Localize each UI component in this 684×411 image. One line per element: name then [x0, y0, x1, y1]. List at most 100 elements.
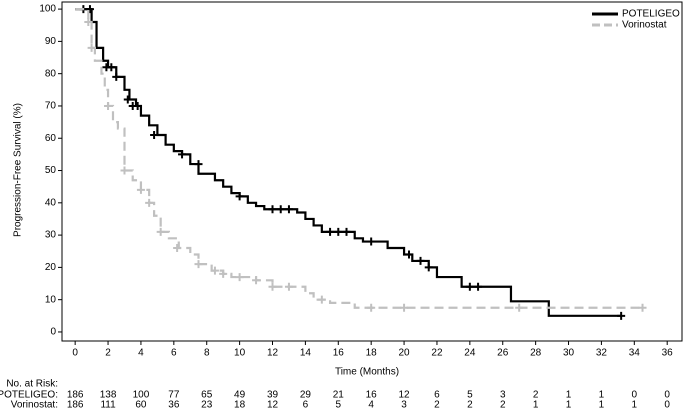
- x-tick-label: 14: [300, 348, 312, 359]
- at-risk-count: 5: [467, 390, 473, 401]
- survival-curve: [75, 8, 643, 309]
- censor-mark: [405, 250, 414, 259]
- censor-mark: [156, 227, 165, 236]
- at-risk-count: 0: [664, 390, 670, 401]
- censor-mark: [219, 269, 228, 278]
- y-tick-label: 0: [50, 327, 56, 338]
- at-risk-count: 16: [366, 390, 378, 401]
- censor-mark: [136, 185, 145, 194]
- x-tick-label: 30: [563, 348, 575, 359]
- at-risk-count: 18: [234, 400, 246, 411]
- censor-mark: [107, 63, 116, 72]
- at-risk-count: 3: [401, 400, 407, 411]
- censor-mark: [400, 303, 409, 312]
- censor-mark: [268, 205, 277, 214]
- at-risk-count: 2: [533, 390, 539, 401]
- y-tick-label: 100: [39, 4, 56, 15]
- x-axis-label: Time (Months): [335, 367, 399, 378]
- censor-mark: [235, 192, 244, 201]
- censor-mark: [133, 101, 142, 110]
- at-risk-count: 0: [632, 390, 638, 401]
- censor-mark: [515, 303, 524, 312]
- x-tick-label: 10: [234, 348, 246, 359]
- at-risk-count: 65: [201, 390, 213, 401]
- censor-mark: [123, 95, 132, 104]
- censor-mark: [474, 282, 483, 291]
- y-tick-label: 80: [45, 68, 57, 79]
- at-risk-count: 29: [300, 390, 312, 401]
- at-risk-count: 138: [100, 390, 117, 401]
- censor-mark: [334, 227, 343, 236]
- censor-mark: [85, 5, 94, 14]
- legend-label: POTELIGEO: [622, 9, 680, 20]
- censor-mark: [416, 256, 425, 265]
- x-tick-label: 24: [464, 348, 476, 359]
- plot-frame: [61, 1, 683, 342]
- x-tick-label: 28: [530, 348, 542, 359]
- censor-mark: [194, 160, 203, 169]
- at-risk-count: 111: [100, 400, 116, 411]
- censor-mark: [112, 72, 121, 81]
- y-tick-label: 20: [45, 262, 57, 273]
- y-tick-label: 10: [45, 294, 57, 305]
- x-tick-label: 34: [629, 348, 641, 359]
- at-risk-count: 6: [303, 400, 309, 411]
- censor-mark: [326, 227, 335, 236]
- x-tick-label: 32: [596, 348, 608, 359]
- y-tick-label: 40: [45, 197, 57, 208]
- censor-mark: [104, 101, 113, 110]
- censor-mark: [276, 205, 285, 214]
- x-tick-label: 2: [105, 348, 111, 359]
- censor-mark: [87, 43, 96, 52]
- at-risk-count: 3: [500, 390, 506, 401]
- x-tick-label: 22: [431, 348, 443, 359]
- at-risk-row-label: Vorinostat:: [11, 400, 58, 411]
- censor-mark: [252, 276, 261, 285]
- at-risk-count: 186: [67, 390, 84, 401]
- legend-label: Vorinostat: [622, 20, 667, 31]
- censor-mark: [150, 131, 159, 140]
- censor-mark: [235, 273, 244, 282]
- x-tick-label: 20: [399, 348, 411, 359]
- at-risk-row-label: POTELIGEO:: [0, 390, 58, 401]
- at-risk-count: 36: [168, 400, 180, 411]
- y-tick-label: 50: [45, 165, 57, 176]
- x-tick-label: 18: [366, 348, 378, 359]
- censor-mark: [194, 260, 203, 269]
- x-tick-label: 16: [333, 348, 345, 359]
- at-risk-count: 2: [467, 400, 473, 411]
- at-risk-count: 0: [664, 400, 670, 411]
- y-tick-label: 60: [45, 133, 57, 144]
- at-risk-count: 2: [434, 400, 440, 411]
- x-tick-label: 12: [267, 348, 279, 359]
- y-tick-label: 30: [45, 230, 57, 241]
- censor-mark: [268, 282, 277, 291]
- censor-mark: [638, 303, 647, 312]
- censor-mark: [178, 150, 187, 159]
- y-tick-label: 70: [45, 101, 57, 112]
- at-risk-count: 5: [336, 400, 342, 411]
- censor-mark: [367, 237, 376, 246]
- at-risk-count: 77: [168, 390, 180, 401]
- at-risk-count: 100: [133, 390, 150, 401]
- x-tick-label: 6: [171, 348, 177, 359]
- at-risk-count: 1: [566, 390, 572, 401]
- at-risk-count: 6: [434, 390, 440, 401]
- at-risk-count: 23: [201, 400, 213, 411]
- at-risk-count: 12: [267, 400, 279, 411]
- survival-curve: [75, 8, 622, 317]
- at-risk-count: 186: [67, 400, 84, 411]
- x-tick-label: 4: [138, 348, 144, 359]
- at-risk-count: 39: [267, 390, 279, 401]
- at-risk-count: 1: [599, 390, 605, 401]
- at-risk-count: 60: [135, 400, 147, 411]
- censor-mark: [173, 244, 182, 253]
- censor-mark: [465, 282, 474, 291]
- at-risk-count: 2: [500, 400, 506, 411]
- x-tick-label: 36: [662, 348, 674, 359]
- censor-mark: [617, 311, 626, 320]
- at-risk-count: 1: [566, 400, 572, 411]
- censor-mark: [120, 166, 129, 175]
- censor-mark: [284, 282, 293, 291]
